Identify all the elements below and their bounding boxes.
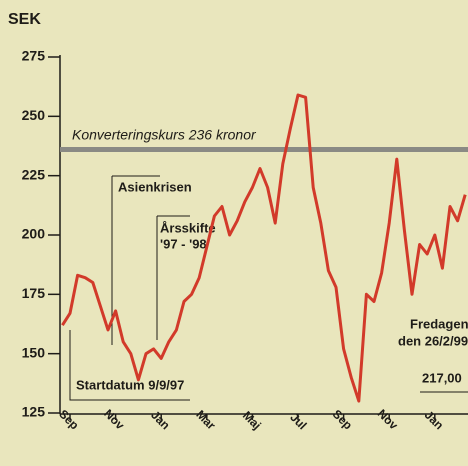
y-axis-label: SEK bbox=[8, 11, 41, 28]
annotation: Fredagen bbox=[410, 316, 468, 331]
price-line bbox=[61, 93, 467, 403]
y-tick-label: 125 bbox=[22, 404, 46, 420]
annotation-connector bbox=[156, 215, 190, 340]
reference-label: Konverteringskurs 236 kronor bbox=[72, 126, 257, 142]
y-tick-label: 150 bbox=[22, 344, 46, 360]
annotation: den 26/2/99 bbox=[398, 333, 468, 348]
annotation: Startdatum 9/9/97 bbox=[76, 377, 184, 392]
annotation: Asienkrisen bbox=[118, 179, 192, 194]
annotation: '97 - '98 bbox=[160, 236, 207, 251]
value-label: 217,00 bbox=[422, 370, 462, 385]
annotation: Årsskifte bbox=[160, 220, 216, 235]
y-tick-label: 250 bbox=[22, 107, 46, 123]
annotation-connector bbox=[69, 330, 190, 401]
y-tick-label: 175 bbox=[22, 285, 46, 301]
y-tick-label: 225 bbox=[22, 166, 46, 182]
y-tick-label: 200 bbox=[22, 226, 46, 242]
y-tick-label: 275 bbox=[22, 48, 46, 64]
